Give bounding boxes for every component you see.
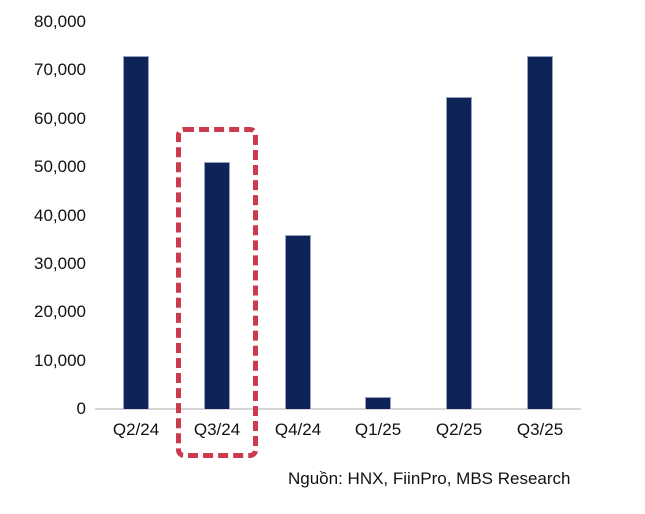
- bar-q3-24: [204, 162, 230, 409]
- y-tick-label: 10,000: [34, 350, 86, 370]
- bar-q1-25: [365, 397, 391, 409]
- bar-q3-25: [527, 56, 553, 409]
- y-tick-label: 30,000: [34, 253, 86, 273]
- y-tick-label: 0: [76, 399, 86, 418]
- y-tick-label: 40,000: [34, 205, 86, 225]
- x-axis-line: [95, 408, 581, 410]
- y-tick-label: 80,000: [34, 12, 86, 31]
- bar-q2-24: [123, 56, 149, 409]
- x-tick-label: Q2/25: [435, 420, 483, 439]
- x-tick-label: Q3/25: [516, 420, 564, 439]
- bar-q2-25: [446, 97, 472, 409]
- x-tick-label: Q1/25: [354, 420, 402, 439]
- x-tick-label: Q3/24: [193, 420, 241, 439]
- y-tick-label: 60,000: [34, 108, 86, 128]
- highlight-box-q3-24: [176, 127, 258, 458]
- bar-q4-24: [285, 235, 311, 409]
- y-tick-label: 20,000: [34, 302, 86, 322]
- y-tick-label: 70,000: [34, 60, 86, 80]
- source-note: Nguồn: HNX, FiinPro, MBS Research: [288, 469, 571, 488]
- y-tick-label: 50,000: [34, 157, 86, 177]
- x-tick-label: Q4/24: [274, 420, 322, 439]
- x-tick-label: Q2/24: [112, 420, 160, 439]
